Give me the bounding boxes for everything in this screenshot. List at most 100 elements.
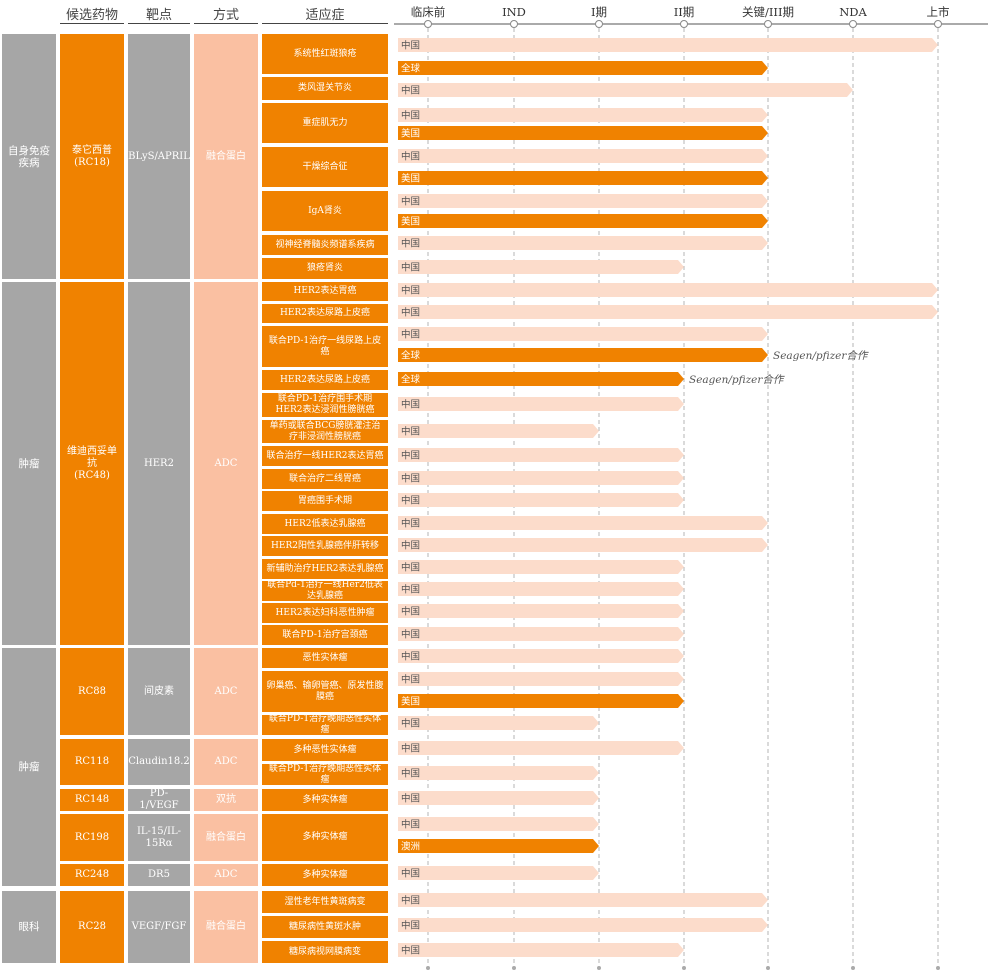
pipeline-bar [398, 348, 768, 362]
indication-cell: 联合PD-1治疗晚期恶性实体瘤 [262, 764, 388, 785]
target-cell: PD-1/VEGF [128, 788, 190, 811]
bar-region-label: 中国 [401, 584, 420, 596]
pipeline-bar [398, 194, 768, 208]
drug-cell: RC28 [60, 891, 124, 963]
pipeline-bar [398, 918, 768, 932]
bar-region-label: 全球 [401, 63, 421, 75]
bar-region-label: 中国 [401, 629, 420, 641]
indication-cell: 类风湿关节炎 [262, 77, 388, 100]
stage-end-dot [426, 966, 430, 970]
target-cell: BLyS/APRIL [128, 34, 190, 279]
pipeline-bar [398, 516, 768, 530]
pipeline-bar [398, 839, 599, 853]
bar-region-label: 美国 [401, 128, 420, 140]
header-modality: 方式 [194, 4, 258, 24]
stage-marker [849, 20, 857, 28]
pipeline-bar [398, 214, 768, 228]
pipeline-bar [398, 126, 768, 140]
stage-marker [764, 20, 772, 28]
indication-cell: 恶性实体瘤 [262, 648, 388, 668]
header-indication: 适应症 [262, 4, 388, 24]
bar-region-label: 澳洲 [401, 841, 420, 853]
drug-cell: RC248 [60, 864, 124, 886]
indication-cell: 系统性红斑狼疮 [262, 34, 388, 74]
stage-label: 关键/III期 [742, 5, 794, 19]
bar-region-label: 中国 [401, 450, 420, 462]
drug-cell: RC88 [60, 648, 124, 735]
indication-cell: 视神经脊髓炎频谱系疾病 [262, 235, 388, 255]
bar-region-label: 中国 [401, 895, 420, 907]
indication-cell: 多种恶性实体瘤 [262, 739, 388, 761]
pipeline-bar [398, 649, 684, 663]
bar-region-label: 中国 [401, 329, 420, 341]
target-cell: DR5 [128, 864, 190, 886]
bar-region-label: 中国 [401, 945, 420, 957]
indication-cell: 多种实体瘤 [262, 814, 388, 861]
stage-label: I期 [591, 5, 607, 19]
stage-label: 上市 [927, 5, 950, 19]
stage-end-dot [766, 966, 770, 970]
bar-region-label: 中国 [401, 819, 420, 831]
pipeline-bar [398, 943, 684, 957]
indication-cell: 干燥综合征 [262, 147, 388, 187]
pipeline-bar [398, 38, 938, 52]
modality-cell: ADC [194, 282, 258, 645]
bar-region-label: 中国 [401, 920, 420, 932]
bar-region-label: 中国 [401, 307, 420, 319]
pipeline-bar [398, 83, 853, 97]
pipeline-bar [398, 260, 684, 274]
pipeline-bar [398, 866, 599, 880]
stage-marker [934, 20, 942, 28]
drug-cell: 泰它西普 (RC18) [60, 34, 124, 279]
bar-region-label: 中国 [401, 473, 420, 485]
bar-region-label: 美国 [401, 173, 420, 185]
pipeline-bar [398, 766, 599, 780]
stage-end-dot [682, 966, 686, 970]
drug-cell: 维迪西妥单抗 (RC48) [60, 282, 124, 645]
pipeline-bar [398, 424, 599, 438]
indication-cell: 联合PD-1治疗晚期恶性实体瘤 [262, 714, 388, 735]
indication-cell: HER2表达尿路上皮癌 [262, 370, 388, 390]
bar-region-label: 中国 [401, 495, 420, 507]
indication-cell: 卵巢癌、输卵管癌、原发性腹膜癌 [262, 671, 388, 712]
modality-cell: ADC [194, 864, 258, 886]
target-cell: 间皮素 [128, 648, 190, 735]
modality-cell: 融合蛋白 [194, 814, 258, 861]
pipeline-bar [398, 791, 599, 805]
indication-cell: 湿性老年性黄斑病变 [262, 891, 388, 913]
pipeline-bar [398, 538, 768, 552]
indication-cell: 糖尿病性黄斑水肿 [262, 916, 388, 938]
drug-cell: RC118 [60, 739, 124, 785]
bar-region-label: 中国 [401, 110, 420, 122]
modality-cell: 双抗 [194, 789, 258, 811]
pipeline-bar [398, 716, 599, 730]
bar-region-label: 美国 [401, 696, 420, 708]
stage-end-dot [851, 966, 855, 970]
indication-cell: 联合治疗二线胃癌 [262, 469, 388, 489]
target-cell: Claudin18.2 [128, 739, 190, 785]
pipeline-bar [398, 61, 768, 75]
bar-region-label: 美国 [401, 216, 420, 228]
stage-end-dot [597, 966, 601, 970]
therapeutic-area-cell: 肿瘤 [2, 648, 56, 886]
bar-region-label: 中国 [401, 606, 420, 618]
modality-cell: ADC [194, 648, 258, 735]
indication-cell: 联合治疗一线HER2表达胃癌 [262, 446, 388, 466]
pipeline-bar [398, 672, 684, 686]
indication-cell: 新辅助治疗HER2表达乳腺癌 [262, 559, 388, 579]
drug-cell: RC148 [60, 789, 124, 811]
therapeutic-area-cell: 肿瘤 [2, 282, 56, 645]
pipeline-bar [398, 817, 599, 831]
pipeline-bar [398, 448, 684, 462]
drug-cell: RC198 [60, 814, 124, 861]
bar-region-label: 全球 [401, 350, 421, 362]
bar-region-label: 中国 [401, 562, 420, 574]
target-cell: VEGF/FGF [128, 891, 190, 963]
target-cell: IL-15/IL-15Rα [128, 814, 190, 861]
pipeline-bar [398, 893, 768, 907]
indication-cell: HER2表达妇科恶性肿瘤 [262, 603, 388, 623]
pipeline-bar [398, 327, 768, 341]
bar-region-label: 中国 [401, 285, 420, 297]
stage-end-dot [936, 966, 940, 970]
